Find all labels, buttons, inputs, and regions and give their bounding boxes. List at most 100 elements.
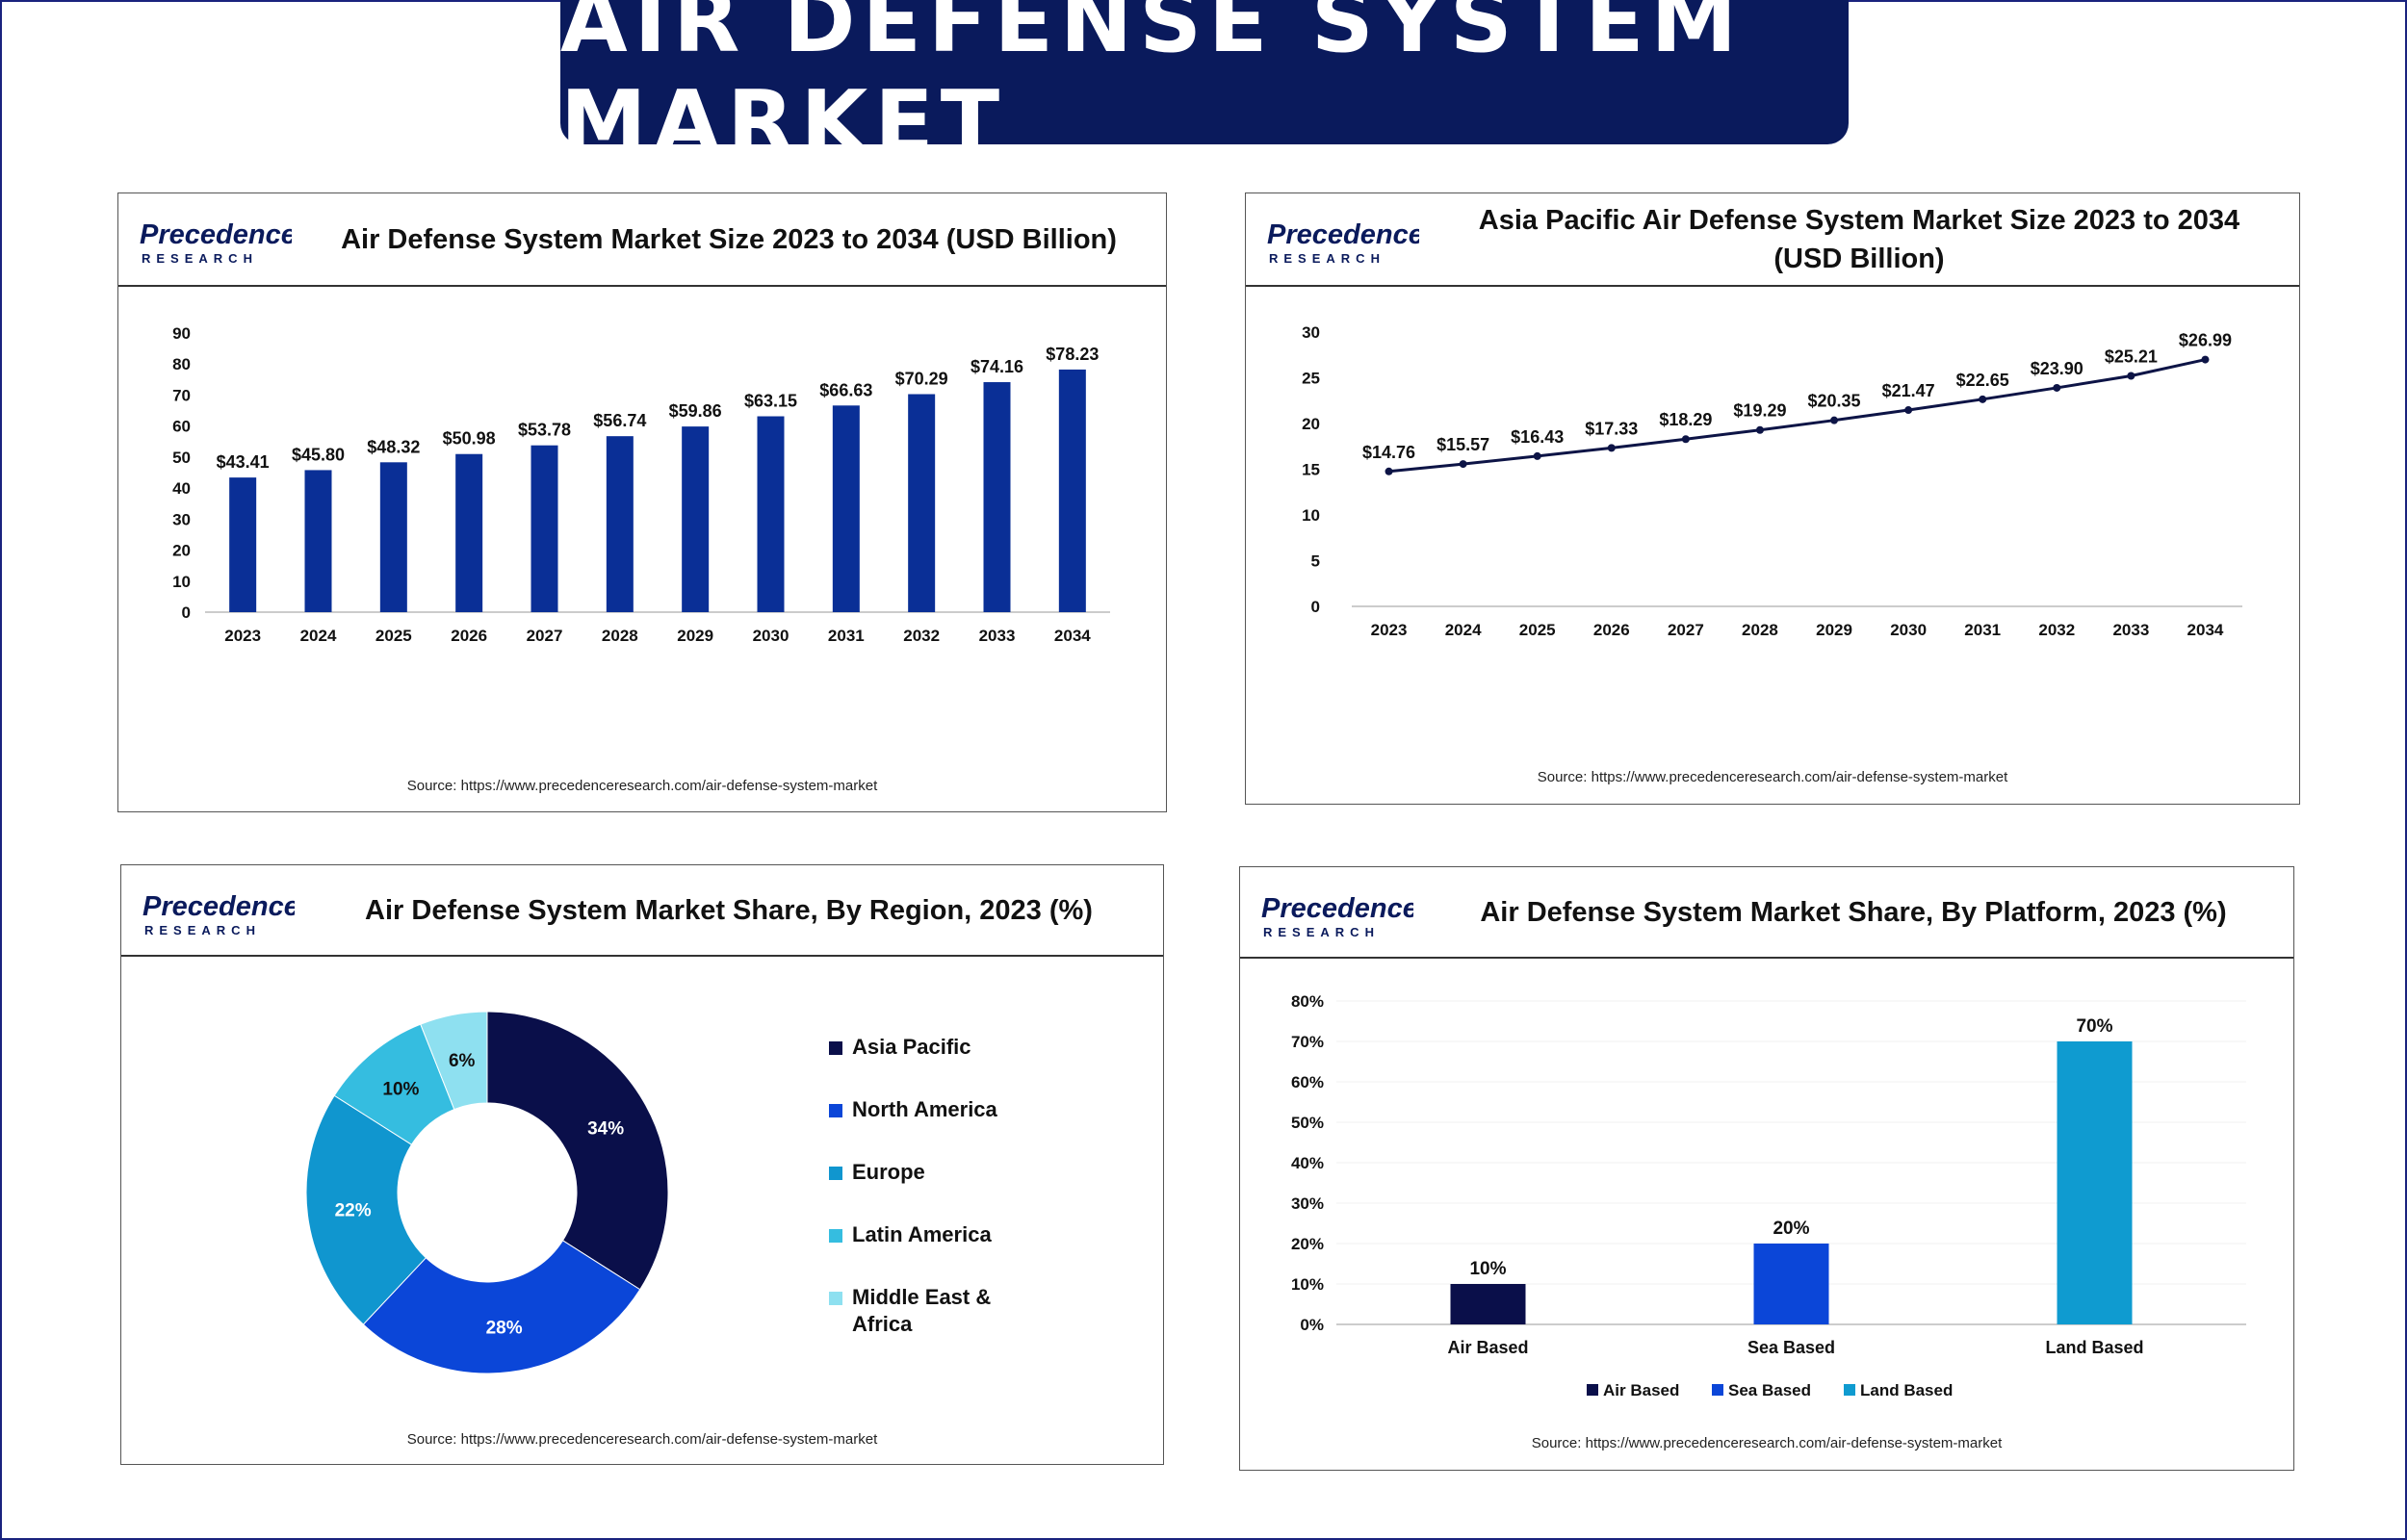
x-tick-label: 2026 (451, 627, 487, 645)
data-label: $78.23 (1046, 345, 1099, 364)
data-label: $50.98 (443, 429, 496, 449)
data-label: $15.57 (1436, 435, 1489, 454)
data-label: $70.29 (895, 370, 948, 389)
bar (1450, 1284, 1526, 1324)
bar (983, 382, 1011, 612)
x-tick-label: 2027 (527, 627, 563, 645)
data-label: $23.90 (2031, 359, 2083, 378)
bar (682, 426, 710, 612)
data-label: $21.47 (1882, 381, 1935, 400)
logo-brand-main: Precedence (142, 891, 295, 922)
panel-region: Precedence RESEARCH Air Defense System M… (120, 864, 1164, 1465)
chart-title-line1: Asia Pacific Air Defense System Market S… (1478, 204, 2240, 236)
donut-slice (486, 1011, 669, 1291)
y-tick-label: 20 (1302, 415, 1320, 433)
x-tick-label: 2024 (300, 627, 337, 645)
region-donut-chart: 34% 28% 22% 10% 6% Asia Pacific North America E… (305, 1011, 998, 1374)
x-tick-label: Sea Based (1747, 1338, 1835, 1357)
y-tick-label: 0% (1300, 1316, 1324, 1334)
y-tick-label: 10 (1302, 506, 1320, 525)
y-tick-label: 90 (172, 324, 191, 343)
source-note: Source: https://www.precedenceresearch.c… (406, 778, 878, 794)
bar (455, 453, 483, 612)
x-tick-label: 2025 (375, 627, 412, 645)
data-label: $14.76 (1362, 443, 1415, 462)
bar (2057, 1041, 2133, 1324)
x-tick-label: 2026 (1593, 621, 1630, 639)
legend-label: Air Based (1603, 1381, 1679, 1399)
bar (1753, 1244, 1829, 1324)
x-tick-label: 2034 (1054, 627, 1091, 645)
platform-bar-chart: 0% 10% 20% 30% 40% 50% 60% 70% 80% 10% Air Based 20… (1291, 992, 2246, 1399)
source-note: Source: https://www.precedenceresearch.c… (406, 1431, 878, 1448)
data-point (1385, 467, 1393, 475)
x-tick-label: 2030 (753, 627, 789, 645)
bar (757, 416, 785, 612)
series-line (1388, 358, 2206, 474)
data-label: $43.41 (217, 452, 270, 472)
data-label: 10% (1469, 1259, 1506, 1279)
data-point (1533, 451, 1541, 460)
x-tick-label: 2028 (602, 627, 638, 645)
slice-label: 22% (335, 1201, 372, 1221)
bar (531, 445, 558, 612)
y-tick-label: 10% (1291, 1275, 1324, 1294)
chart-title: Air Defense System Market Share, By Regi… (365, 894, 1093, 926)
data-label: $18.29 (1659, 410, 1712, 429)
y-tick-label: 70% (1291, 1033, 1324, 1051)
panel-header: Precedence RESEARCH Air Defense System M… (118, 193, 1166, 287)
legend-label: Latin America (852, 1222, 992, 1246)
legend-swatch (829, 1292, 842, 1305)
legend-label: Land Based (1860, 1381, 1953, 1399)
logo-brand-main: Precedence (140, 219, 292, 250)
legend-label: North America (852, 1097, 998, 1121)
x-tick-label: 2032 (903, 627, 940, 645)
x-tick-label: 2028 (1742, 621, 1778, 639)
precedence-logo: Precedence RESEARCH (1267, 219, 1419, 266)
donut-slice (362, 1240, 641, 1374)
data-label: $22.65 (1956, 371, 2009, 390)
x-tick-label: 2024 (1445, 621, 1482, 639)
chart-title-line2: (USD Billion) (1773, 243, 1945, 274)
legend-label: Asia Pacific (852, 1035, 971, 1059)
slice-label: 10% (382, 1080, 419, 1100)
bar (908, 394, 936, 612)
legend-swatch (1587, 1384, 1598, 1396)
chart-title: Air Defense System Market Size 2023 to 2… (341, 223, 1117, 255)
data-label: $45.80 (292, 445, 345, 464)
y-tick-label: 40 (172, 479, 191, 498)
precedence-logo: Precedence RESEARCH (1261, 893, 1413, 939)
x-tick-label: 2033 (979, 627, 1016, 645)
legend-label: Sea Based (1728, 1381, 1811, 1399)
source-note: Source: https://www.precedenceresearch.c… (1537, 769, 2008, 785)
data-point (1830, 416, 1839, 424)
x-tick-label: 2030 (1890, 621, 1927, 639)
y-tick-label: 30 (1302, 323, 1320, 342)
y-tick-label: 0 (182, 603, 191, 622)
data-label: $56.74 (593, 411, 646, 430)
y-tick-label: 80% (1291, 992, 1324, 1011)
slice-label: 34% (587, 1118, 624, 1139)
data-point (1459, 460, 1467, 469)
y-tick-label: 15 (1302, 461, 1320, 479)
x-tick-label: 2031 (1964, 621, 2001, 639)
legend-swatch (1844, 1384, 1855, 1396)
logo-brand-sub: RESEARCH (1263, 925, 1380, 939)
y-tick-label: 25 (1302, 370, 1320, 388)
donut-slice (420, 1011, 488, 1111)
panel-header: Precedence RESEARCH Asia Pacific Air Def… (1246, 193, 2299, 287)
source-note: Source: https://www.precedenceresearch.c… (1531, 1435, 2003, 1451)
bar (229, 477, 257, 612)
y-tick-label: 50 (172, 449, 191, 467)
precedence-logo: Precedence RESEARCH (140, 219, 292, 266)
title-banner: AIR DEFENSE SYSTEM MARKET (560, 0, 1849, 173)
data-label: $20.35 (1808, 392, 1861, 411)
data-label: $53.78 (518, 421, 571, 440)
panel-platform: Precedence RESEARCH Air Defense System M… (1239, 866, 2294, 1471)
panel-asia-pacific: Precedence RESEARCH Asia Pacific Air Def… (1245, 192, 2300, 805)
data-label: 70% (2076, 1016, 2112, 1037)
logo-brand-main: Precedence (1267, 219, 1419, 250)
logo-brand-sub: RESEARCH (144, 923, 261, 937)
logo-brand-sub: RESEARCH (1269, 251, 1385, 266)
data-point (1607, 444, 1616, 452)
